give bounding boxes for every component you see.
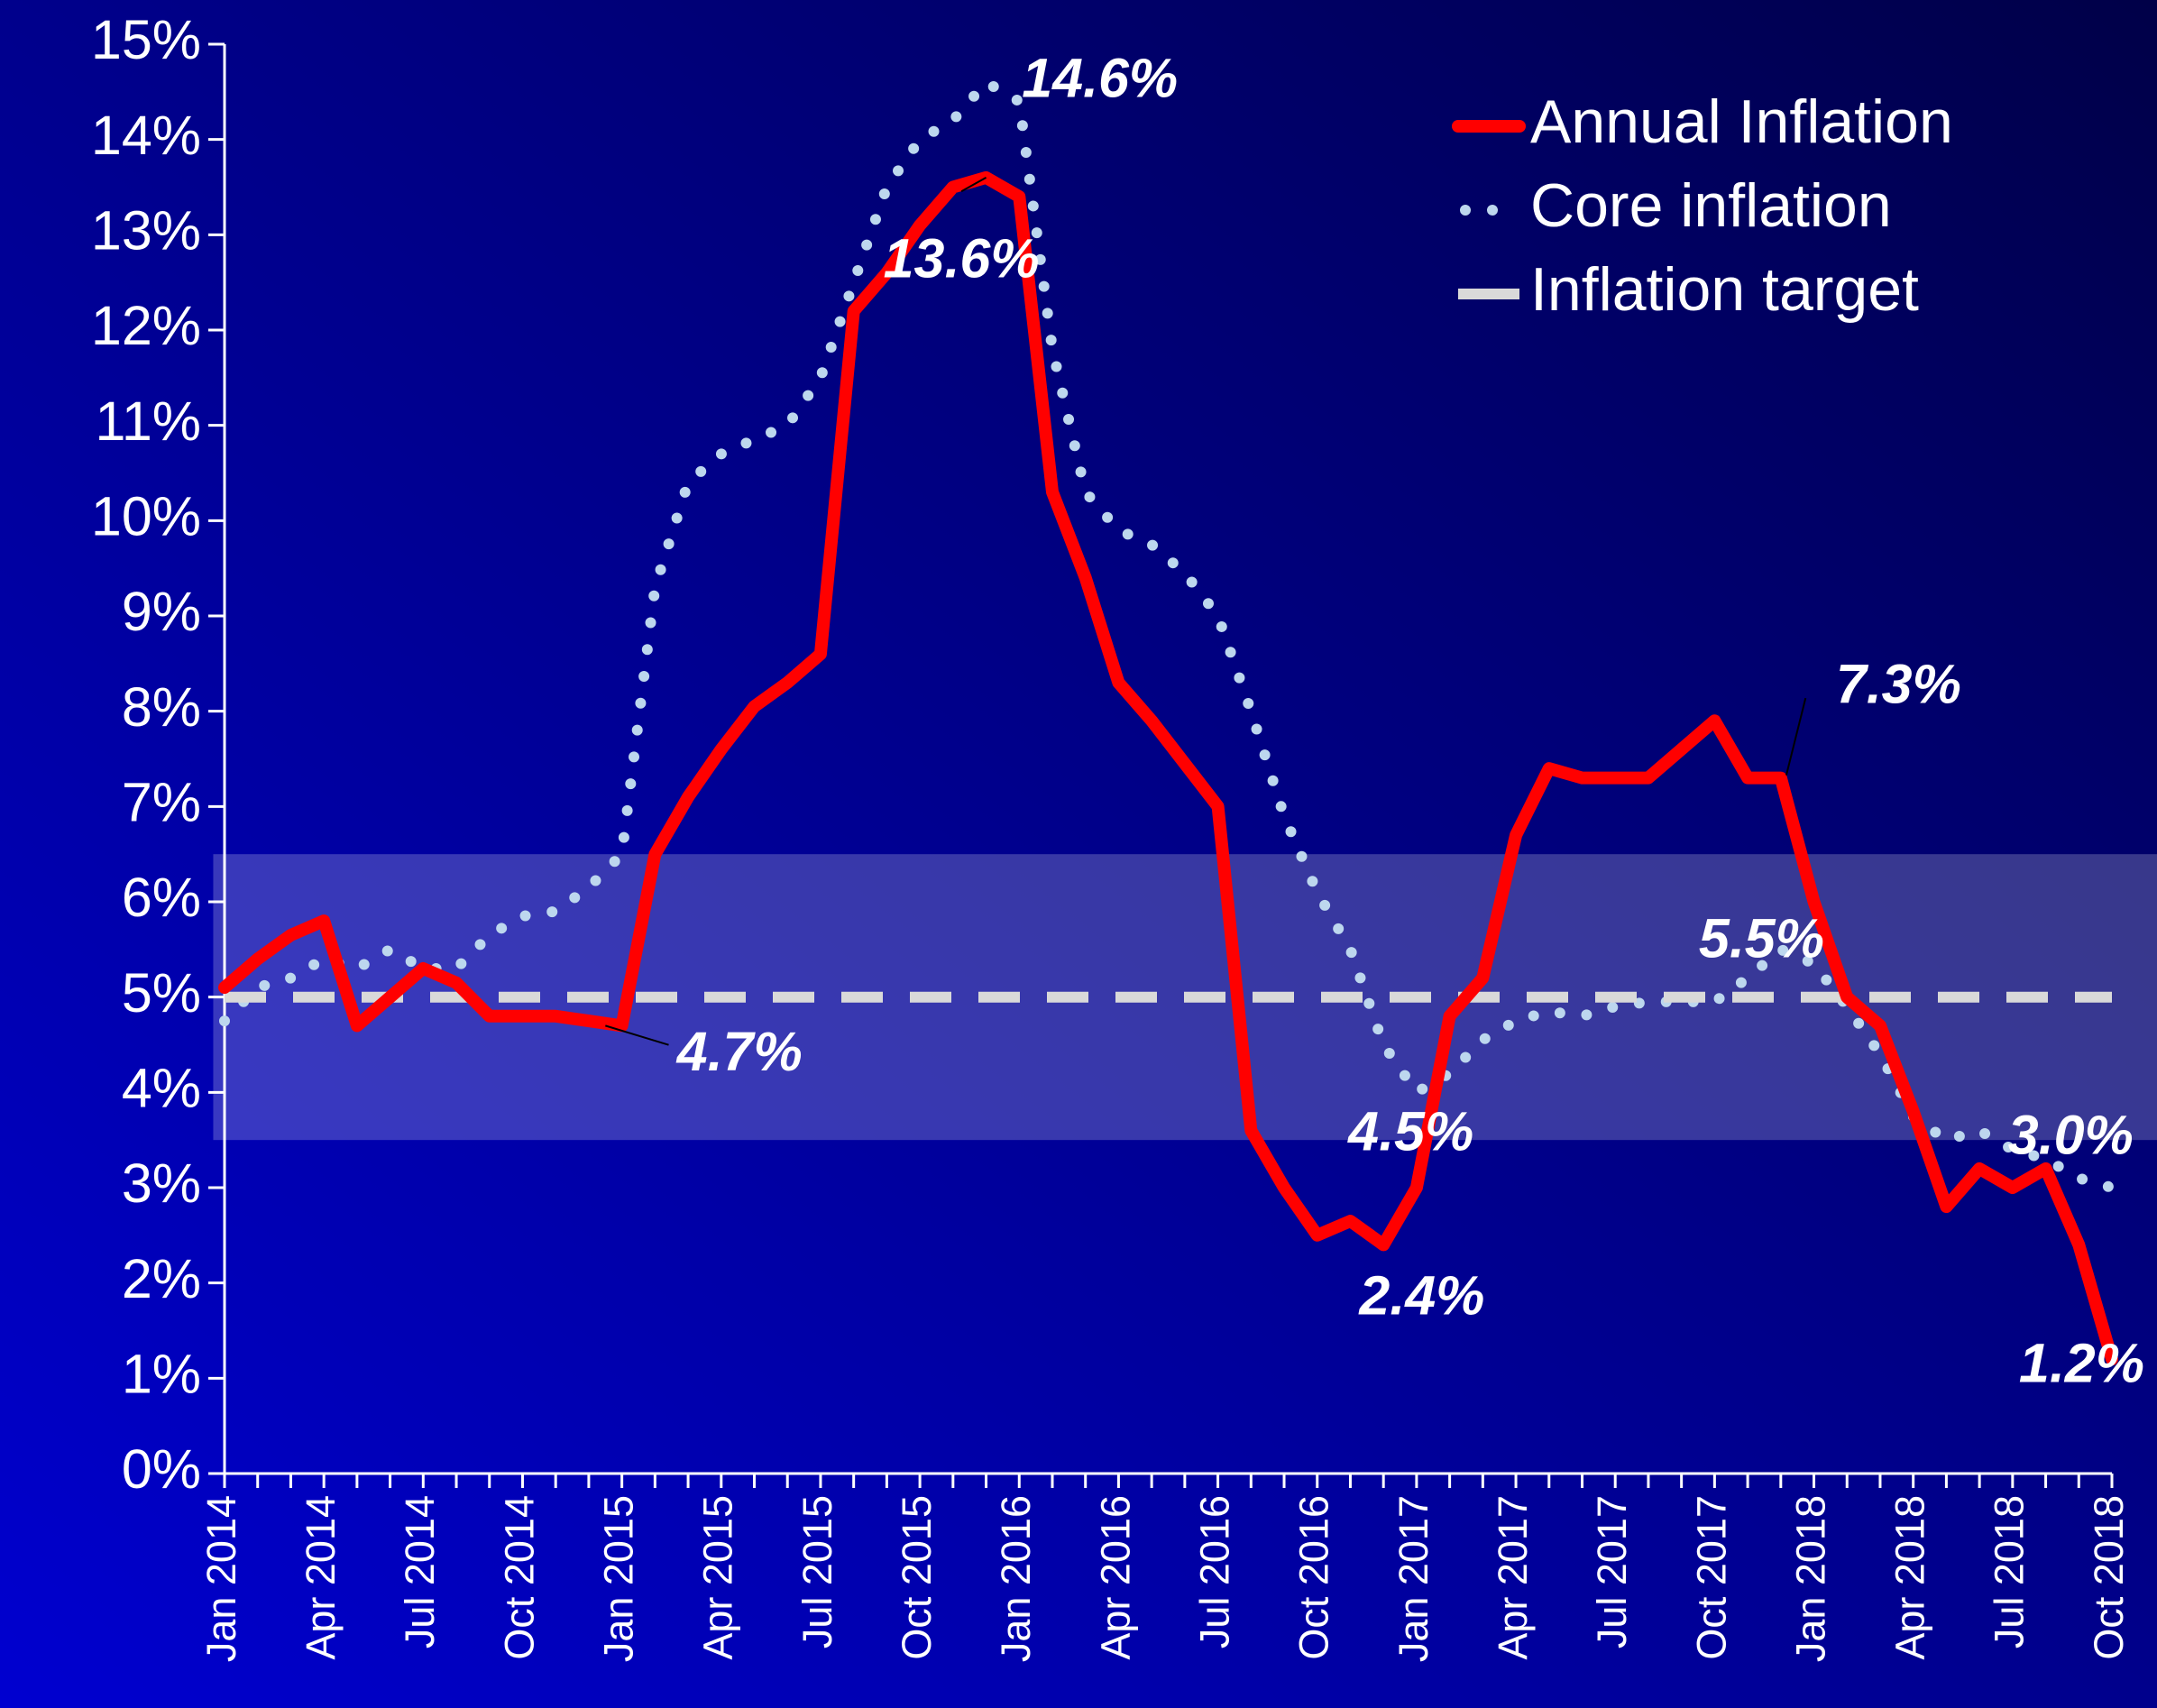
x-tick-label: Apr 2014 (298, 1495, 344, 1660)
y-tick-label: 0% (122, 1438, 201, 1500)
x-tick-label: Jul 2016 (1191, 1495, 1237, 1648)
y-tick-label: 4% (122, 1057, 201, 1118)
x-tick-label: Apr 2017 (1490, 1495, 1536, 1660)
y-tick-label: 9% (122, 581, 201, 642)
y-tick-label: 2% (122, 1248, 201, 1309)
x-tick-label: Jan 2017 (1391, 1495, 1436, 1662)
x-tick-label: Jul 2014 (397, 1495, 443, 1648)
y-tick-label: 1% (122, 1343, 201, 1404)
y-tick-label: 11% (95, 390, 201, 452)
x-tick-label: Oct 2015 (894, 1495, 940, 1660)
y-tick-label: 7% (122, 771, 201, 832)
legend-label: Core inflation (1530, 171, 1892, 240)
y-tick-label: 15% (91, 9, 201, 70)
data-label: 3.0% (2008, 1105, 2134, 1166)
x-tick-label: Jan 2016 (993, 1495, 1039, 1662)
y-tick-label: 12% (91, 295, 201, 356)
y-tick-label: 6% (122, 867, 201, 928)
y-tick-label: 3% (122, 1152, 201, 1214)
y-tick-label: 13% (91, 199, 201, 261)
line-solid (218, 170, 2118, 1366)
data-label: 2.4% (1358, 1265, 1484, 1327)
legend-label: Annual Inflation (1530, 87, 1953, 156)
data-label: 4.5% (1346, 1100, 1473, 1162)
data-label: 4.7% (675, 1021, 803, 1082)
data-label: 5.5% (1699, 907, 1824, 969)
y-tick-label: 14% (91, 105, 201, 166)
y-tick-label: 8% (122, 676, 201, 738)
x-tick-label: Jan 2014 (198, 1495, 244, 1662)
label-leader (960, 177, 987, 193)
x-tick-label: Oct 2017 (1688, 1495, 1734, 1660)
label-leader (605, 1024, 669, 1046)
x-tick-label: Apr 2015 (695, 1495, 741, 1660)
x-tick-label: Jul 2017 (1589, 1495, 1635, 1648)
x-tick-label: Jul 2015 (794, 1495, 840, 1648)
y-tick-label: 10% (91, 485, 201, 546)
x-tick-label: Apr 2018 (1887, 1495, 1933, 1660)
x-tick-label: Oct 2018 (2086, 1495, 2132, 1660)
data-label: 7.3% (1836, 654, 1961, 715)
x-tick-label: Oct 2016 (1291, 1495, 1337, 1660)
data-label: 14.6% (1022, 47, 1178, 108)
y-tick-label: 5% (122, 962, 201, 1024)
data-label: 13.6% (884, 228, 1040, 289)
x-tick-label: Jul 2018 (1987, 1495, 2033, 1648)
x-tick-label: Jan 2015 (596, 1495, 642, 1662)
x-tick-label: Oct 2014 (496, 1495, 542, 1660)
x-tick-label: Apr 2016 (1092, 1495, 1138, 1660)
data-label: 1.2% (2019, 1332, 2144, 1393)
x-tick-label: Jan 2018 (1787, 1495, 1833, 1662)
legend-label: Inflation target (1530, 255, 1919, 324)
label-leader (1785, 697, 1807, 776)
